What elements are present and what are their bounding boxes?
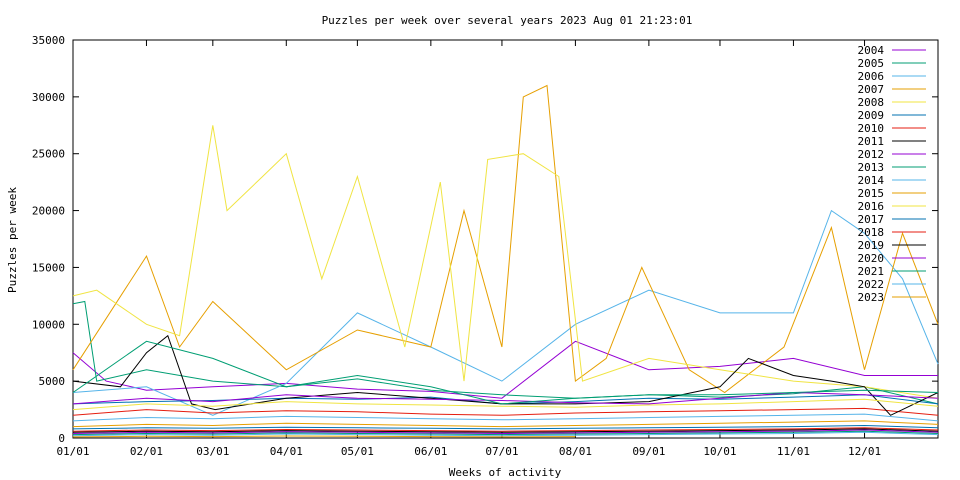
x-tick-label: 04/01 bbox=[270, 445, 303, 458]
x-tick-label: 08/01 bbox=[559, 445, 592, 458]
series-line-2016 bbox=[72, 398, 939, 411]
x-tick-label: 02/01 bbox=[130, 445, 163, 458]
series-line-2023 bbox=[72, 435, 576, 438]
chart-title: Puzzles per week over several years 2023… bbox=[322, 14, 693, 27]
legend-label: 2007 bbox=[858, 83, 885, 96]
legend-label: 2014 bbox=[858, 174, 885, 187]
x-tick-label: 11/01 bbox=[777, 445, 810, 458]
series-line-2020 bbox=[72, 429, 939, 435]
legend-label: 2010 bbox=[858, 122, 885, 135]
series-line-2022 bbox=[72, 431, 939, 437]
series-line-2019 bbox=[72, 428, 939, 433]
legend-label: 2005 bbox=[858, 57, 885, 70]
series-layer bbox=[72, 84, 939, 438]
y-tick-label: 15000 bbox=[32, 261, 65, 274]
plot-frame bbox=[72, 39, 939, 439]
y-tick-label: 35000 bbox=[32, 34, 65, 47]
series-line-2013 bbox=[72, 340, 939, 405]
series-line-2008 bbox=[72, 125, 939, 399]
legend-label: 2009 bbox=[858, 109, 885, 122]
series-line-2015 bbox=[72, 420, 939, 428]
series-line-2009 bbox=[72, 394, 939, 405]
series-line-2018 bbox=[72, 427, 939, 432]
x-tick-label: 06/01 bbox=[414, 445, 447, 458]
legend: 2004200520062007200820092010201120122013… bbox=[858, 44, 926, 304]
legend-label: 2022 bbox=[858, 278, 885, 291]
legend-label: 2004 bbox=[858, 44, 885, 57]
y-tick-label: 0 bbox=[58, 432, 65, 445]
x-tick-label: 12/01 bbox=[848, 445, 881, 458]
series-line-2010 bbox=[72, 407, 939, 416]
x-axis-label: Weeks of activity bbox=[449, 466, 562, 479]
series-line-2012 bbox=[72, 391, 939, 405]
x-tick-label: 03/01 bbox=[196, 445, 229, 458]
legend-label: 2013 bbox=[858, 161, 885, 174]
x-tick-label: 07/01 bbox=[485, 445, 518, 458]
legend-label: 2016 bbox=[858, 200, 885, 213]
legend-label: 2020 bbox=[858, 252, 885, 265]
legend-label: 2019 bbox=[858, 239, 885, 252]
y-tick-label: 30000 bbox=[32, 91, 65, 104]
legend-label: 2018 bbox=[858, 226, 885, 239]
series-line-2017 bbox=[72, 424, 939, 430]
x-tick-label: 10/01 bbox=[703, 445, 736, 458]
x-tick-label: 09/01 bbox=[632, 445, 665, 458]
axes: 0 5000 10000 15000 20000 25000 30000 35000 01/01… bbox=[32, 34, 939, 458]
series-line-2007 bbox=[72, 84, 939, 394]
legend-label: 2015 bbox=[858, 187, 885, 200]
x-tick-label: 01/01 bbox=[56, 445, 89, 458]
legend-label: 2012 bbox=[858, 148, 885, 161]
legend-label: 2006 bbox=[858, 70, 885, 83]
legend-label: 2017 bbox=[858, 213, 885, 226]
legend-label: 2021 bbox=[858, 265, 885, 278]
legend-label: 2023 bbox=[858, 291, 885, 304]
y-axis-label: Puzzles per week bbox=[6, 187, 19, 293]
y-tick-label: 10000 bbox=[32, 318, 65, 331]
y-tick-label: 20000 bbox=[32, 205, 65, 218]
x-tick-label: 05/01 bbox=[341, 445, 374, 458]
y-tick-label: 25000 bbox=[32, 148, 65, 161]
series-line-2006 bbox=[72, 209, 939, 416]
legend-label: 2008 bbox=[858, 96, 885, 109]
series-line-2014 bbox=[72, 413, 939, 422]
legend-label: 2011 bbox=[858, 135, 885, 148]
series-line-2021 bbox=[72, 430, 939, 436]
series-line-2004 bbox=[72, 340, 938, 399]
series-line-2005 bbox=[72, 300, 939, 405]
y-tick-label: 5000 bbox=[39, 375, 66, 388]
